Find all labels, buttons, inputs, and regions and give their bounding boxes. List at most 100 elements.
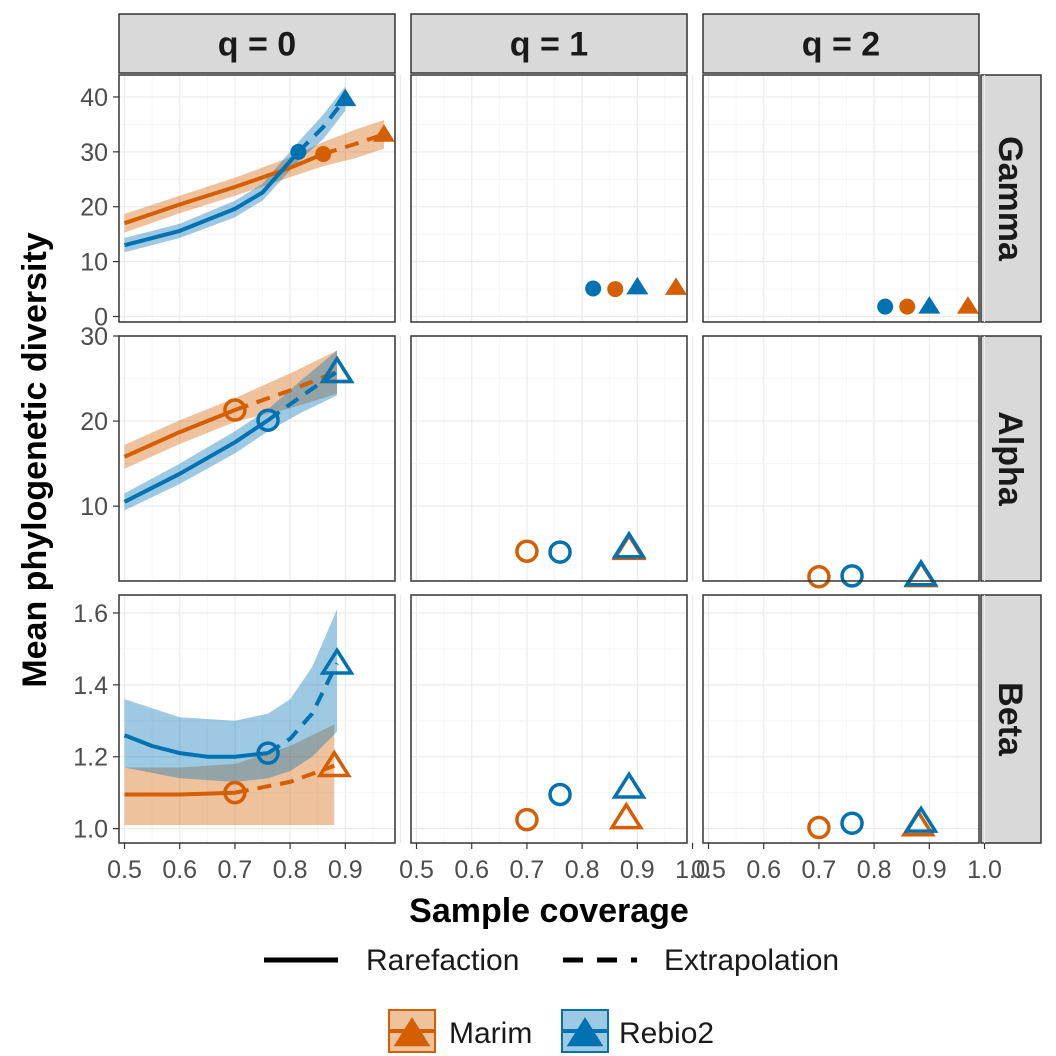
rarefaction-line bbox=[123, 408, 236, 459]
panel-background bbox=[119, 595, 395, 843]
panel-border bbox=[702, 594, 980, 844]
legend-label-extrapolation: Extrapolation bbox=[664, 944, 839, 977]
extrapolated-point bbox=[372, 124, 395, 142]
y-tick-label: 40 bbox=[80, 84, 108, 112]
x-tick-label: 0.8 bbox=[565, 856, 600, 884]
observed-point bbox=[899, 298, 916, 315]
observed-point bbox=[607, 281, 624, 298]
y-tick-label: 20 bbox=[80, 408, 108, 436]
strip-row-label: Beta bbox=[991, 682, 1029, 757]
panel-background bbox=[703, 75, 979, 322]
extrapolated-point bbox=[334, 88, 357, 107]
observed-point bbox=[256, 408, 280, 432]
panel-background bbox=[703, 595, 979, 843]
x-tick-label: 0.5 bbox=[107, 856, 142, 884]
panel-border bbox=[118, 335, 396, 582]
strip-col-label: q = 0 bbox=[218, 26, 296, 64]
extrapolation-line bbox=[296, 97, 347, 154]
y-tick-label: 20 bbox=[80, 194, 108, 222]
strip-col-label: q = 1 bbox=[510, 26, 588, 64]
x-tick-label: 0.7 bbox=[802, 856, 837, 884]
rarefaction-line bbox=[123, 150, 300, 248]
extrapolated-point bbox=[319, 647, 355, 675]
ci-ribbon bbox=[124, 609, 337, 782]
strip-row-bg bbox=[980, 335, 1042, 582]
strip-row-bg bbox=[980, 74, 1042, 323]
strip-col-label: q = 2 bbox=[802, 26, 880, 64]
rarefaction-line bbox=[124, 790, 235, 797]
panel-border bbox=[702, 335, 980, 582]
x-tick-label: 1.0 bbox=[967, 856, 1002, 884]
legend-key-triangle bbox=[566, 1017, 604, 1047]
x-tick-label: 0.6 bbox=[454, 856, 489, 884]
extrapolated-point bbox=[664, 277, 687, 295]
extrapolated-point bbox=[316, 749, 352, 778]
extrapolation-line bbox=[234, 369, 338, 412]
y-tick-label: 0 bbox=[94, 304, 108, 332]
strip-row-label: Alpha bbox=[991, 411, 1029, 507]
y-tick-label: 30 bbox=[80, 323, 108, 351]
ci-ribbon bbox=[124, 86, 346, 253]
extrapolated-point bbox=[918, 296, 941, 314]
observed-point bbox=[548, 782, 572, 807]
panel-border bbox=[118, 74, 396, 323]
extrapolated-point bbox=[903, 805, 939, 833]
panel-border bbox=[118, 594, 396, 844]
extrapolation-line bbox=[266, 662, 339, 755]
panel-border bbox=[410, 594, 688, 844]
rarefaction-line bbox=[123, 152, 324, 226]
y-tick-label: 30 bbox=[80, 139, 108, 167]
strip-col-bg bbox=[702, 13, 980, 74]
observed-point bbox=[807, 815, 831, 840]
y-tick-label: 1.2 bbox=[73, 744, 108, 772]
extrapolated-point bbox=[611, 771, 647, 799]
y-axis-title: Mean phylogenetic diversity bbox=[16, 232, 54, 687]
extrapolated-point bbox=[903, 558, 939, 587]
ci-ribbon bbox=[124, 724, 335, 825]
observed-point bbox=[877, 298, 894, 315]
strip-col-bg bbox=[410, 13, 688, 74]
legend: Rarefaction Extrapolation Marim Rebio2 bbox=[264, 944, 839, 1053]
observed-point bbox=[515, 807, 539, 832]
legend-key-triangle bbox=[393, 1017, 431, 1047]
panel-background bbox=[119, 75, 395, 322]
extrapolated-point bbox=[956, 296, 979, 314]
x-tick-label: 0.6 bbox=[746, 856, 781, 884]
panel-background bbox=[411, 595, 687, 843]
panel-data bbox=[123, 609, 339, 825]
x-tick-label: 0.9 bbox=[620, 856, 655, 884]
x-tick-label: 0.9 bbox=[328, 856, 363, 884]
y-tick-label: 1.0 bbox=[73, 816, 108, 844]
panel-background bbox=[411, 336, 687, 581]
panel-border bbox=[410, 335, 688, 582]
panel-background bbox=[703, 336, 979, 581]
x-tick-label: 0.6 bbox=[162, 856, 197, 884]
observed-point bbox=[840, 811, 864, 835]
legend-label-rebio2: Rebio2 bbox=[619, 1017, 714, 1050]
x-axis-title: Sample coverage bbox=[409, 892, 689, 930]
extrapolated-point bbox=[611, 530, 647, 559]
panel-background bbox=[119, 336, 395, 581]
observed-point bbox=[548, 540, 572, 564]
facet-strips: q = 0 q = 1 q = 2 Gamma Alpha Beta bbox=[118, 13, 1042, 844]
rarefaction-line bbox=[123, 733, 269, 759]
observed-point bbox=[223, 398, 247, 422]
extrapolation-line bbox=[322, 132, 385, 156]
observed-point bbox=[585, 280, 602, 297]
legend-label-rarefaction: Rarefaction bbox=[366, 944, 519, 977]
y-tick-label: 1.6 bbox=[73, 600, 108, 628]
x-tick-label: 0.5 bbox=[399, 856, 434, 884]
legend-label-marim: Marim bbox=[449, 1017, 532, 1050]
strip-row-label: Gamma bbox=[991, 136, 1029, 262]
x-tick-label: 0.7 bbox=[510, 856, 545, 884]
axes: 0 10 20 30 40 10 20 30 1.0 1.2 1.4 1.6 0.5 0.6 0.7 0.8 0… bbox=[73, 84, 1002, 884]
y-tick-label: 10 bbox=[80, 493, 108, 521]
x-tick-label: 1.0 bbox=[675, 856, 710, 884]
x-tick-label: 0.7 bbox=[218, 856, 253, 884]
extrapolated-point bbox=[608, 801, 644, 830]
observed-point bbox=[515, 539, 539, 563]
x-tick-label: 0.9 bbox=[912, 856, 947, 884]
x-tick-label: 0.8 bbox=[273, 856, 308, 884]
y-tick-label: 10 bbox=[80, 249, 108, 277]
